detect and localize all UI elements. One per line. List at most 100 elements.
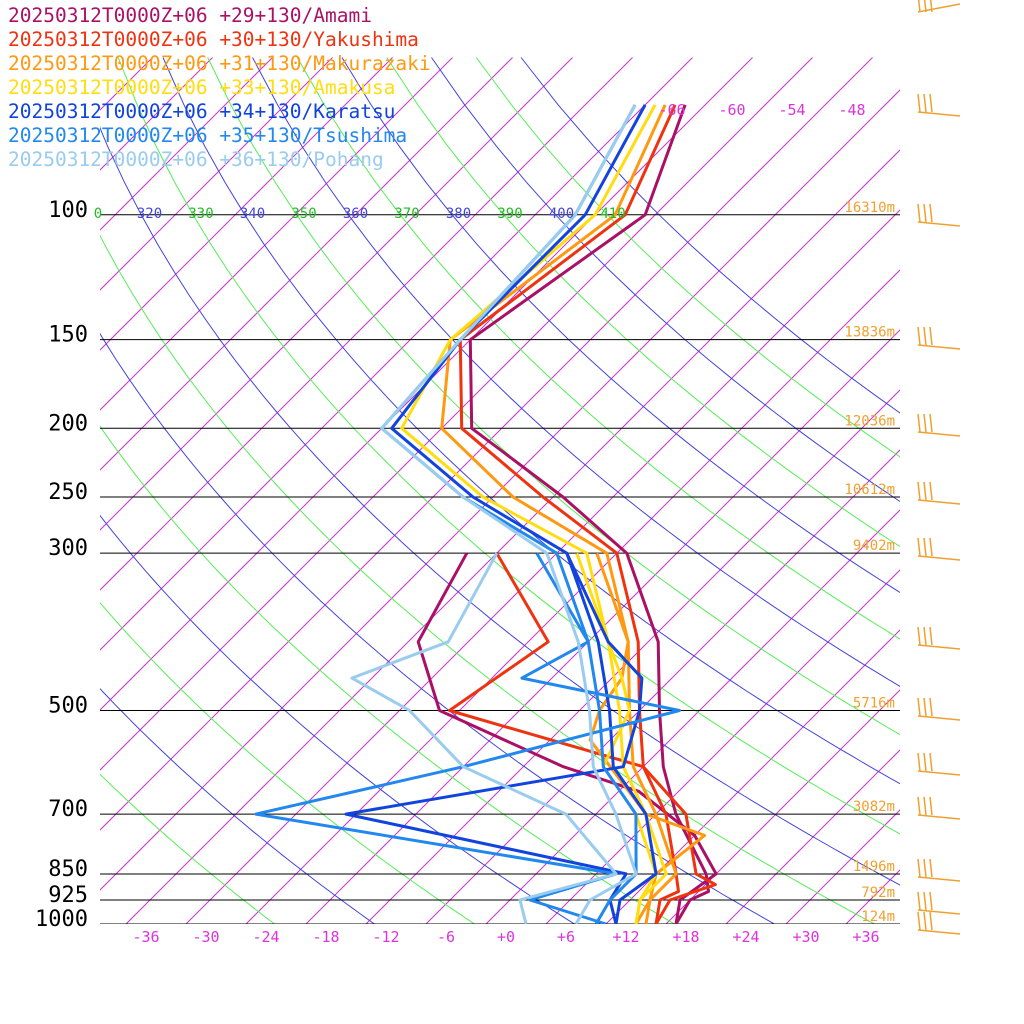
isotherm-line bbox=[906, 57, 1024, 924]
wind-barb-flag bbox=[929, 626, 933, 646]
wind-barb-flag bbox=[923, 891, 927, 911]
pressure-tick-label: 150 bbox=[48, 323, 88, 348]
legend: 20250312T0000Z+06 +29+130/Amami 20250312T… bbox=[8, 4, 431, 172]
pressure-tick-label: 850 bbox=[48, 857, 88, 882]
wind-barb-flag bbox=[917, 481, 921, 501]
wind-barb-icon bbox=[917, 0, 961, 13]
isotherm-line bbox=[100, 57, 573, 531]
isotherm-line bbox=[665, 689, 900, 924]
wind-barb-flag bbox=[923, 697, 927, 717]
wind-barb-staff bbox=[917, 431, 961, 437]
theta-label: 0 bbox=[94, 206, 102, 222]
dry-adiabat-line bbox=[100, 773, 276, 924]
wind-barb-icon bbox=[917, 796, 961, 820]
temperature-tick-label: -30 bbox=[192, 928, 219, 946]
wind-barb-icon bbox=[917, 752, 961, 776]
dry-adiabat-line bbox=[100, 687, 376, 924]
isotherm-line bbox=[100, 57, 213, 171]
geopotential-height-label: 12036m bbox=[844, 413, 895, 429]
wind-barb-icon bbox=[917, 626, 961, 650]
wind-barb-icon bbox=[917, 891, 961, 915]
wind-barb-flag bbox=[923, 203, 927, 223]
temperature-tick-label: +6 bbox=[557, 928, 575, 946]
isotherm-line bbox=[185, 209, 900, 924]
wind-barb-flag bbox=[923, 796, 927, 816]
wind-barb-icon bbox=[917, 858, 961, 882]
theta-label: 320 bbox=[137, 206, 162, 222]
wind-barb-flag bbox=[917, 891, 921, 911]
wind-barb-flag bbox=[923, 0, 927, 13]
wind-barb-flag bbox=[929, 537, 933, 557]
wind-barb-flag bbox=[929, 0, 933, 13]
wind-barb-flag bbox=[923, 626, 927, 646]
geopotential-height-label: 13836m bbox=[844, 325, 895, 341]
wind-barb-flag bbox=[929, 858, 933, 878]
geopotential-height-label: 10612m bbox=[844, 482, 895, 498]
wind-barb-flag bbox=[929, 891, 933, 911]
wind-barb-flag bbox=[923, 326, 927, 346]
wind-barb-staff bbox=[917, 499, 961, 505]
wind-barb-flag bbox=[917, 203, 921, 223]
wind-barb-staff bbox=[917, 876, 961, 882]
wind-barb-flag bbox=[929, 796, 933, 816]
legend-entry: 20250312T0000Z+06 +30+130/Yakushima bbox=[8, 28, 419, 51]
wind-barb-icon bbox=[917, 697, 961, 721]
wind-barb-icon bbox=[917, 911, 961, 935]
temperature-tick-label: +0 bbox=[497, 928, 515, 946]
dry-adiabat-line bbox=[100, 425, 676, 924]
pressure-tick-label: 1000 bbox=[35, 907, 88, 932]
wind-barb-flag bbox=[929, 697, 933, 717]
wind-barb-icon bbox=[917, 413, 961, 437]
wind-barb-icon bbox=[917, 203, 961, 227]
theta-label: 380 bbox=[446, 206, 471, 222]
isotherm-line bbox=[966, 57, 1024, 924]
geopotential-height-label: 792m bbox=[861, 885, 895, 901]
temperature-tick-label: +12 bbox=[612, 928, 639, 946]
temperature-tick-label: +24 bbox=[732, 928, 759, 946]
series-layer bbox=[254, 104, 718, 924]
temperature-tick-label: -18 bbox=[312, 928, 339, 946]
isotherm-label: -48 bbox=[838, 101, 865, 119]
wind-barb-flag bbox=[917, 697, 921, 717]
wind-barb-icon bbox=[917, 537, 961, 561]
wind-barb-flag bbox=[923, 537, 927, 557]
dry-adiabat-line bbox=[100, 514, 576, 924]
pressure-tick-label: 925 bbox=[48, 883, 88, 908]
wind-barb-staff bbox=[917, 344, 961, 350]
isotherm-line bbox=[125, 149, 900, 924]
wind-barb-flag bbox=[929, 203, 933, 223]
theta-label: 400 bbox=[549, 206, 574, 222]
grid-layer bbox=[100, 57, 1024, 924]
theta-label: 390 bbox=[497, 206, 522, 222]
legend-entry: 20250312T0000Z+06 +35+130/Tsushima bbox=[8, 124, 408, 147]
pressure-tick-label: 200 bbox=[48, 411, 88, 436]
wind-barb-flag bbox=[917, 413, 921, 433]
isotherm-line bbox=[100, 57, 393, 351]
temperature-tick-label: -24 bbox=[252, 928, 279, 946]
isotherm-line bbox=[100, 57, 873, 831]
theta-label: 370 bbox=[394, 206, 419, 222]
geopotential-height-label: 9402m bbox=[853, 538, 895, 554]
isotherm-line bbox=[100, 57, 693, 651]
theta-label: 350 bbox=[291, 206, 316, 222]
wind-barb-staff bbox=[917, 929, 961, 935]
temperature-tick-label: -12 bbox=[372, 928, 399, 946]
temperature-tick-label: +18 bbox=[672, 928, 699, 946]
wind-barb-flag bbox=[917, 0, 921, 13]
wind-barb-flag bbox=[917, 858, 921, 878]
dry-adiabat-line bbox=[252, 57, 900, 687]
geopotential-height-label: 16310m bbox=[844, 200, 895, 216]
temperature-profile-line bbox=[390, 104, 658, 924]
wind-barb-flag bbox=[923, 858, 927, 878]
legend-entry: 20250312T0000Z+06 +36+130/Pohang bbox=[8, 148, 384, 171]
isotherm-label: -66 bbox=[658, 101, 685, 119]
dry-adiabat-line bbox=[386, 57, 900, 548]
dewpoint-profile-line bbox=[344, 552, 644, 924]
dewpoint-profile-line bbox=[350, 552, 618, 924]
wind-barb-icon bbox=[917, 93, 961, 117]
isotherm-line bbox=[100, 57, 453, 411]
isotherm-line bbox=[100, 57, 513, 471]
wind-barb-flag bbox=[923, 93, 927, 113]
